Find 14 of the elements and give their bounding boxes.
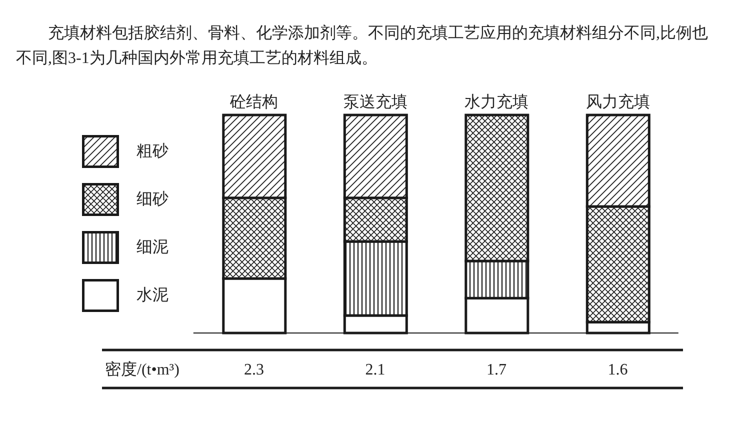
legend-label: 水泥 bbox=[136, 286, 168, 306]
legend-label: 细砂 bbox=[136, 190, 168, 210]
x-tick-label: 风力充填 bbox=[586, 93, 650, 111]
chart-title: 充填材料包括胶结剂、骨料、化学添加剂等。不同的充填工艺应用的充填材料组分不同,比例也不同,图3-1为几种国内外常用充填工艺的材料组成。 bbox=[16, 24, 709, 69]
text: 2.3 bbox=[244, 362, 264, 378]
x-tick-label: 水力充填 bbox=[464, 93, 529, 111]
text: 1.6 bbox=[608, 362, 628, 378]
legend-label: 粗砂 bbox=[136, 142, 168, 162]
text: 2.1 bbox=[365, 362, 386, 378]
x-tick-label: 砼结构 bbox=[229, 93, 278, 111]
legend-label: 细泥 bbox=[136, 238, 168, 258]
text: 密度/(t•m³) bbox=[105, 360, 180, 378]
text: 1.7 bbox=[486, 362, 507, 378]
x-tick-label: 泵送充填 bbox=[343, 93, 408, 111]
